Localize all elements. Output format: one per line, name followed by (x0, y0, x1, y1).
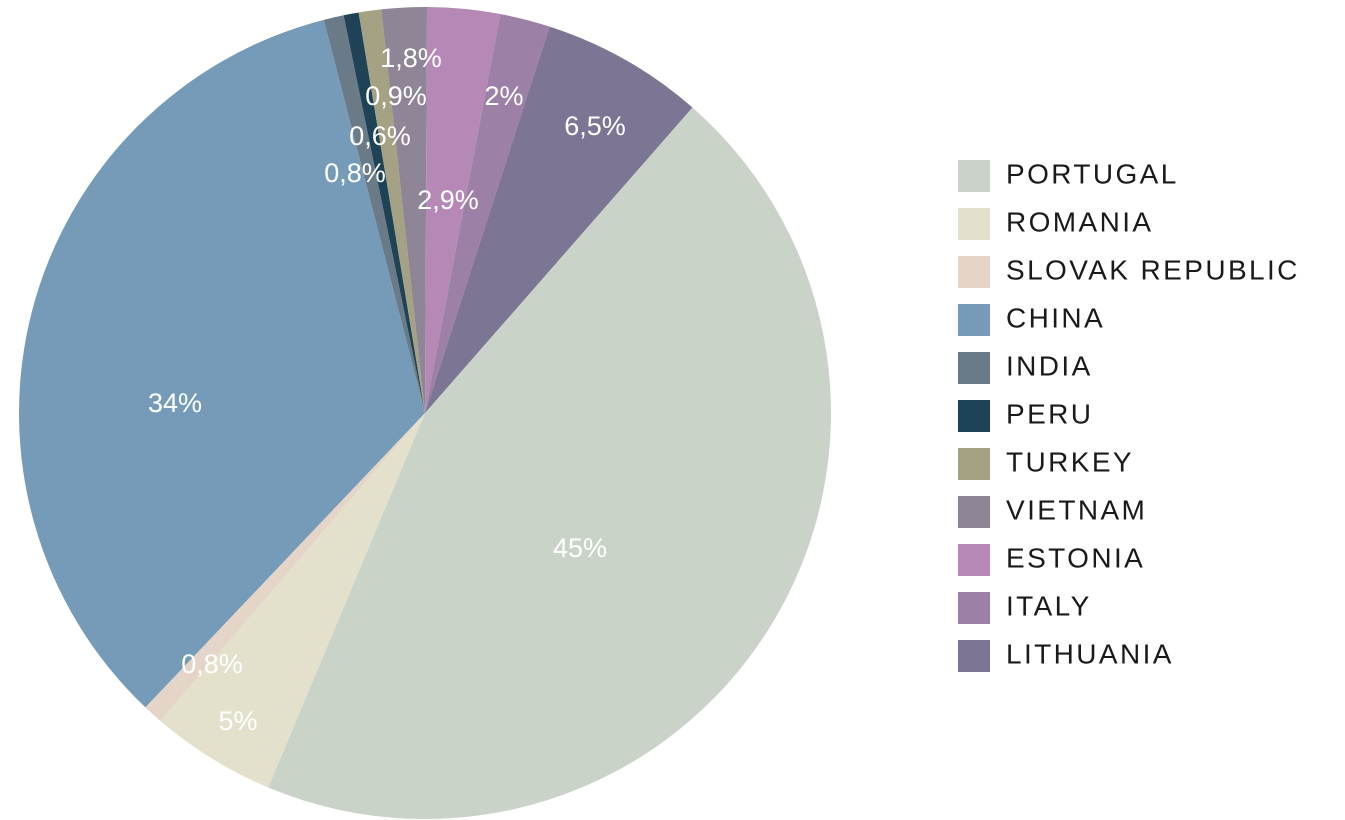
data-label: 1,8% (380, 43, 442, 73)
legend-swatch (958, 544, 990, 576)
data-label: 34% (148, 388, 202, 418)
data-label: 0,9% (365, 81, 427, 111)
legend-label: INDIA (1006, 350, 1093, 381)
data-label: 0,8% (324, 158, 386, 188)
legend-swatch (958, 352, 990, 384)
legend-swatch (958, 640, 990, 672)
pie-slice (358, 9, 425, 414)
legend-label: CHINA (1006, 302, 1105, 333)
legend-label: ROMANIA (1006, 206, 1153, 237)
data-label: 0,8% (181, 649, 243, 679)
legend-swatch (958, 496, 990, 528)
pie-slice (18, 19, 425, 708)
data-label: 5% (218, 706, 257, 736)
pie-slice (425, 7, 501, 413)
data-label: 2,9% (417, 185, 479, 215)
pie-slice (323, 15, 425, 414)
legend-swatch (958, 304, 990, 336)
data-label: 6,5% (564, 111, 626, 141)
pie-slice (160, 413, 425, 788)
legend-swatch (958, 208, 990, 240)
pie-slice (381, 6, 428, 413)
legend-swatch (958, 400, 990, 432)
data-label: 0,6% (349, 121, 411, 151)
legend-swatch (958, 160, 990, 192)
legend-swatch (958, 448, 990, 480)
legend-swatch (958, 256, 990, 288)
legend-label: VIETNAM (1006, 494, 1147, 525)
data-label: 2% (484, 81, 523, 111)
legend-label: PORTUGAL (1006, 158, 1179, 189)
legend-swatch (958, 592, 990, 624)
pie-slice (425, 14, 550, 413)
legend-label: ITALY (1006, 590, 1092, 621)
pie-slice (268, 107, 831, 819)
legend-label: SLOVAK REPUBLIC (1006, 254, 1300, 285)
pie-slice (145, 413, 425, 721)
legend-label: LITHUANIA (1006, 638, 1174, 669)
data-label: 45% (553, 533, 607, 563)
pie-slice (425, 26, 693, 413)
pie-slice (343, 12, 425, 413)
legend-label: TURKEY (1006, 446, 1134, 477)
legend-label: ESTONIA (1006, 542, 1145, 573)
legend-label: PERU (1006, 398, 1093, 429)
